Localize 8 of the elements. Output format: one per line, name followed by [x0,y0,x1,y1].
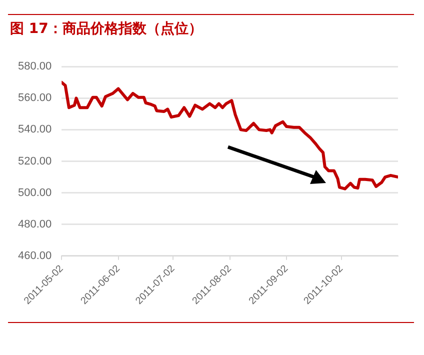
y-tick-label: 560.00 [18,92,52,104]
y-tick-label: 520.00 [18,155,52,168]
y-tick-label: 500.00 [18,186,52,199]
chart-title: 图 17：商品价格指数（点位） [10,20,202,38]
y-tick-label: 480.00 [18,218,52,230]
y-tick-label: 540.00 [18,124,52,136]
y-tick-label: 460.00 [18,250,52,262]
y-tick-label: 580.00 [18,60,52,73]
